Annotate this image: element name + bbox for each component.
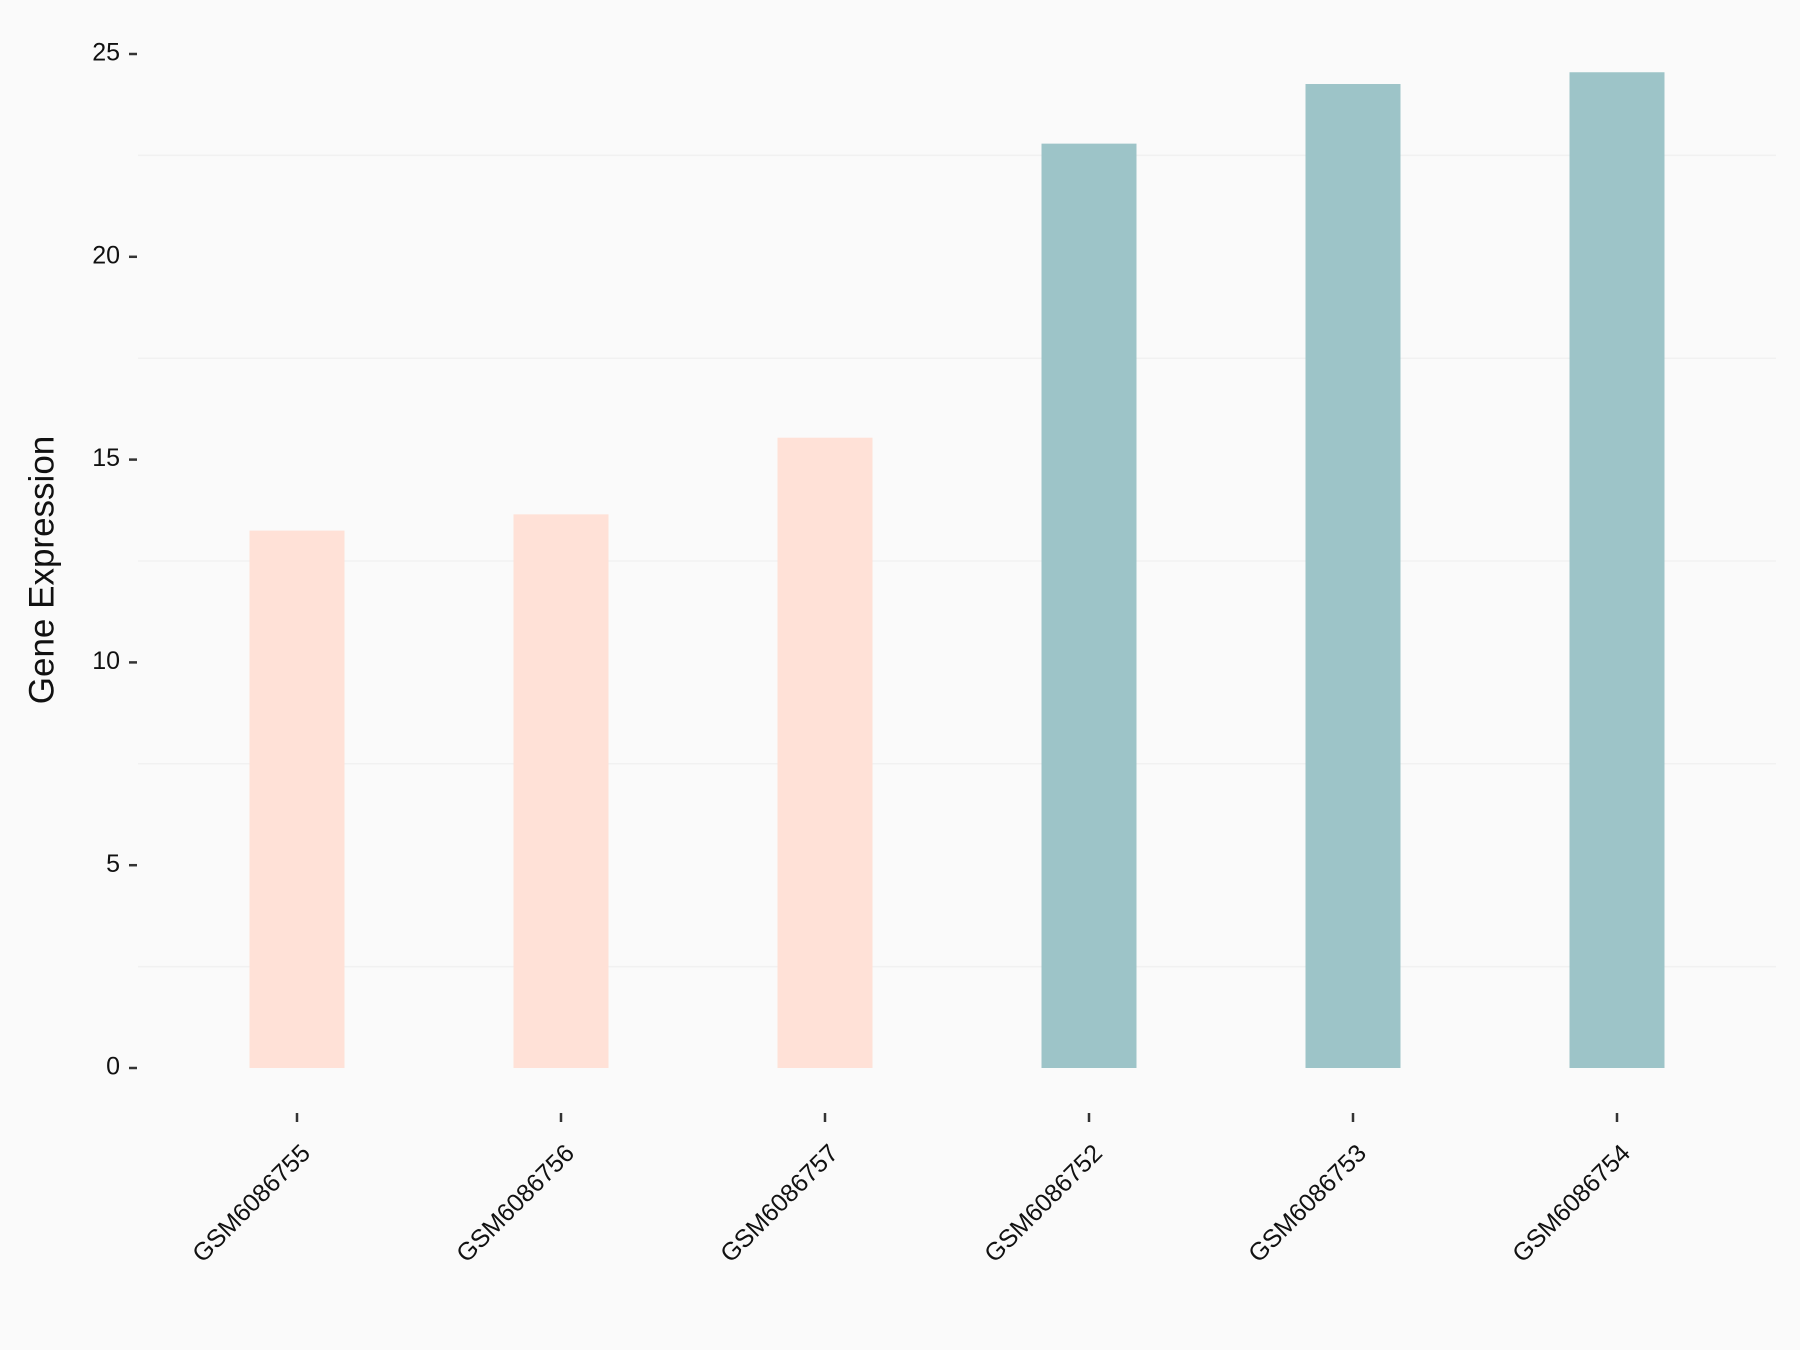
y-axis-title: Gene Expression bbox=[22, 436, 61, 704]
bar bbox=[1569, 72, 1665, 1068]
y-tick-label: 25 bbox=[92, 39, 120, 67]
y-tick-label: 15 bbox=[92, 444, 120, 472]
bar bbox=[1041, 143, 1137, 1069]
bar bbox=[249, 530, 345, 1068]
y-tick-label: 10 bbox=[92, 647, 120, 675]
bar bbox=[1305, 84, 1401, 1068]
y-tick-label: 20 bbox=[92, 241, 120, 269]
bar bbox=[777, 437, 873, 1068]
bar bbox=[513, 514, 609, 1068]
y-tick-label: 5 bbox=[106, 850, 120, 878]
y-tick-label: 0 bbox=[106, 1053, 120, 1081]
